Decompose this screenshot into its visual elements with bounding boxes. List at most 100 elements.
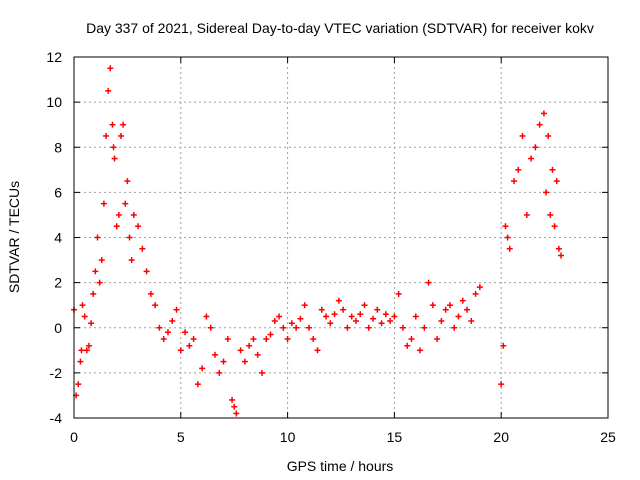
data-point xyxy=(113,223,120,230)
data-point xyxy=(502,223,509,230)
data-point xyxy=(110,144,117,151)
data-point xyxy=(519,132,526,139)
data-point xyxy=(515,166,522,173)
data-point xyxy=(139,245,146,252)
data-point xyxy=(246,342,253,349)
data-point xyxy=(476,284,483,291)
data-point xyxy=(293,324,300,331)
data-point xyxy=(78,347,85,354)
data-series xyxy=(71,65,565,417)
data-point xyxy=(547,211,554,218)
data-point xyxy=(105,87,112,94)
data-point xyxy=(344,324,351,331)
data-point xyxy=(545,132,552,139)
data-point xyxy=(459,297,466,304)
data-point xyxy=(177,347,184,354)
y-tick-label: 8 xyxy=(54,139,62,155)
data-point xyxy=(551,223,558,230)
data-point xyxy=(357,311,364,318)
data-point xyxy=(130,211,137,218)
data-point xyxy=(442,306,449,313)
data-point xyxy=(412,313,419,320)
data-point xyxy=(340,306,347,313)
data-point xyxy=(549,166,556,173)
data-point xyxy=(331,311,338,318)
data-point xyxy=(258,369,265,376)
data-point xyxy=(536,121,543,128)
data-point xyxy=(220,358,227,365)
data-point xyxy=(203,313,210,320)
y-tick-label: -2 xyxy=(50,365,63,381)
data-point xyxy=(111,155,118,162)
data-point xyxy=(83,347,90,354)
data-point xyxy=(468,317,475,324)
data-point xyxy=(421,324,428,331)
data-point xyxy=(555,245,562,252)
data-point xyxy=(241,358,248,365)
data-point xyxy=(194,381,201,388)
data-point xyxy=(532,144,539,151)
data-point xyxy=(135,223,142,230)
grid-lines xyxy=(74,57,608,418)
data-point xyxy=(98,257,105,264)
data-point xyxy=(250,336,257,343)
y-axis-label: SDTVAR / TECUs xyxy=(6,181,22,293)
data-point xyxy=(117,132,124,139)
data-point xyxy=(100,200,107,207)
x-axis-label: GPS time / hours xyxy=(287,458,394,474)
data-point xyxy=(280,324,287,331)
data-point xyxy=(438,317,445,324)
data-point xyxy=(233,410,240,417)
data-point xyxy=(103,132,110,139)
data-point xyxy=(391,313,398,320)
data-point xyxy=(540,110,547,117)
data-point xyxy=(288,320,295,327)
x-tick-label: 10 xyxy=(280,429,296,445)
data-point xyxy=(361,302,368,309)
data-point xyxy=(310,336,317,343)
data-point xyxy=(237,347,244,354)
data-point xyxy=(94,234,101,241)
data-point xyxy=(186,342,193,349)
data-point xyxy=(88,320,95,327)
data-point xyxy=(107,65,114,72)
data-point xyxy=(169,317,176,324)
data-point xyxy=(164,329,171,336)
data-point xyxy=(455,313,462,320)
y-tick-label: -4 xyxy=(50,410,63,426)
data-point xyxy=(395,290,402,297)
data-point xyxy=(224,336,231,343)
data-point xyxy=(318,306,325,313)
data-point xyxy=(429,302,436,309)
data-point xyxy=(323,313,330,320)
data-point xyxy=(370,315,377,322)
data-point xyxy=(115,211,122,218)
data-point xyxy=(305,324,312,331)
data-point xyxy=(404,342,411,349)
data-point xyxy=(81,313,88,320)
data-point xyxy=(472,290,479,297)
y-tick-label: 0 xyxy=(54,320,62,336)
data-point xyxy=(276,313,283,320)
data-point xyxy=(464,306,471,313)
data-point xyxy=(128,257,135,264)
x-tick-label: 5 xyxy=(177,429,185,445)
data-point xyxy=(523,211,530,218)
data-point xyxy=(506,245,513,252)
data-point xyxy=(77,358,84,365)
data-point xyxy=(96,279,103,286)
data-point xyxy=(143,268,150,275)
x-tick-label: 0 xyxy=(70,429,78,445)
data-point xyxy=(147,290,154,297)
y-tick-label: 10 xyxy=(46,94,62,110)
data-point xyxy=(254,351,261,358)
data-point xyxy=(267,331,274,338)
data-point xyxy=(92,268,99,275)
data-point xyxy=(498,381,505,388)
data-point xyxy=(558,252,565,259)
data-point xyxy=(231,403,238,410)
data-point xyxy=(382,311,389,318)
x-tick-label: 25 xyxy=(600,429,616,445)
y-tick-label: 2 xyxy=(54,275,62,291)
